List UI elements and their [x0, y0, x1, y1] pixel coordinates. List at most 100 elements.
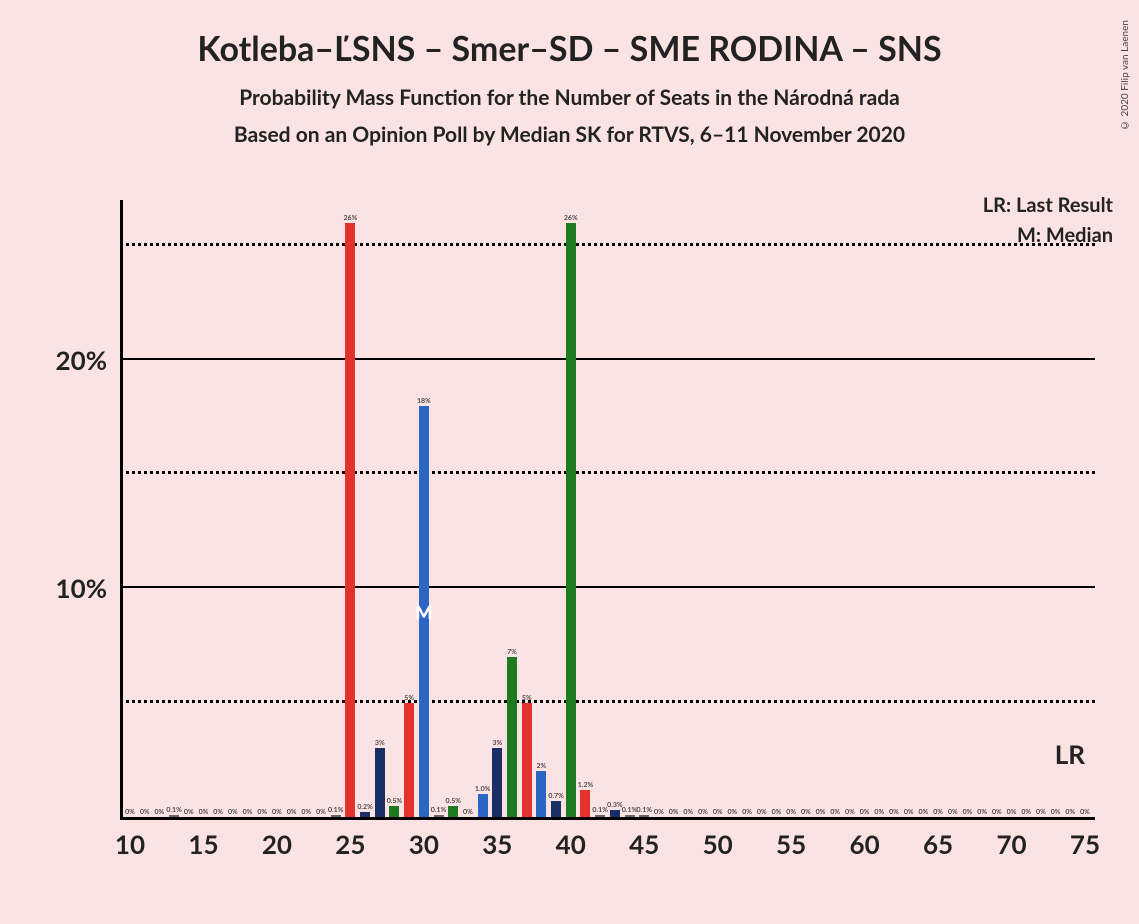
- bar: 2%: [536, 771, 546, 817]
- x-tick-label: 60: [850, 828, 880, 860]
- bar-value-label: 0%: [1065, 808, 1075, 817]
- x-tick-label: 25: [335, 828, 365, 860]
- bar-value-label: 0%: [801, 808, 811, 817]
- bar-value-label: 0%: [683, 808, 693, 817]
- bar: 0.5%: [389, 806, 399, 817]
- bar-value-label: 0%: [140, 808, 150, 817]
- bar-value-label: 0%: [698, 808, 708, 817]
- bar-value-label: 3%: [375, 739, 385, 748]
- bar-value-label: 0%: [860, 808, 870, 817]
- bar-value-label: 0.5%: [387, 797, 402, 806]
- bar-value-label: 0%: [919, 808, 929, 817]
- bar-value-label: 0%: [1007, 808, 1017, 817]
- bar-value-label: 0%: [125, 808, 135, 817]
- bar: 0.1%: [169, 815, 179, 817]
- x-tick-label: 30: [409, 828, 439, 860]
- bar-value-label: 0%: [301, 808, 311, 817]
- bar-value-label: 0%: [977, 808, 987, 817]
- bar: 0.7%: [551, 801, 561, 817]
- gridline-minor: [120, 471, 1095, 474]
- bar-value-label: 0.5%: [445, 797, 460, 806]
- bar-value-label: 0.7%: [548, 792, 563, 801]
- bar-value-label: 0%: [816, 808, 826, 817]
- bar: 18%: [419, 406, 429, 817]
- y-tick-label: 20%: [56, 344, 107, 376]
- bar-value-label: 0%: [933, 808, 943, 817]
- bar-value-label: 0%: [742, 808, 752, 817]
- bar-value-label: 0%: [1080, 808, 1090, 817]
- bar-value-label: 0%: [948, 808, 958, 817]
- bar-value-label: 0%: [992, 808, 1002, 817]
- bar-value-label: 0%: [257, 808, 267, 817]
- bar-value-label: 0%: [1036, 808, 1046, 817]
- chart-subtitle-2: Based on an Opinion Poll by Median SK fo…: [0, 122, 1139, 147]
- x-tick-label: 50: [703, 828, 733, 860]
- lr-axis-label: LR: [1055, 738, 1085, 770]
- bar: 0.2%: [360, 812, 370, 817]
- bar: 0.5%: [448, 806, 458, 817]
- bar-value-label: 0.1%: [431, 806, 446, 815]
- bar-value-label: 0%: [463, 808, 473, 817]
- bar-value-label: 1.0%: [475, 785, 490, 794]
- bar-value-label: 0%: [287, 808, 297, 817]
- bar-value-label: 0%: [874, 808, 884, 817]
- gridline-minor: [120, 700, 1095, 703]
- chart-plot-area: LR 10%20%0%0%0%0.1%0%0%0%0%0%0%0%0%0%0%0…: [120, 200, 1095, 820]
- bar-value-label: 0.1%: [636, 806, 651, 815]
- bar: 0.1%: [625, 815, 635, 817]
- copyright-text: © 2020 Filip van Laenen: [1119, 20, 1131, 131]
- bar-value-label: 26%: [343, 214, 357, 223]
- bar-value-label: 3%: [492, 739, 502, 748]
- bar-value-label: 0.1%: [166, 806, 181, 815]
- bar-value-label: 0%: [889, 808, 899, 817]
- bar-value-label: 26%: [564, 214, 578, 223]
- bar-value-label: 0%: [728, 808, 738, 817]
- bar: 0.1%: [434, 815, 444, 817]
- bar-value-label: 0%: [1051, 808, 1061, 817]
- bar-value-label: 2%: [537, 762, 547, 771]
- bar-value-label: 0%: [213, 808, 223, 817]
- bar: 1.0%: [478, 794, 488, 817]
- bar-value-label: 0%: [963, 808, 973, 817]
- bar-value-label: 18%: [417, 397, 431, 406]
- bar-value-label: 0.1%: [592, 806, 607, 815]
- x-axis-labels: 1015202530354045505560657075: [120, 828, 1095, 868]
- x-tick-label: 35: [482, 828, 512, 860]
- bar-value-label: 0%: [316, 808, 326, 817]
- bar-value-label: 0%: [830, 808, 840, 817]
- bar: 7%: [507, 657, 517, 817]
- bar-value-label: 0%: [669, 808, 679, 817]
- bar: 26%: [566, 223, 576, 817]
- x-tick-label: 15: [188, 828, 218, 860]
- bar: 3%: [492, 748, 502, 817]
- bar-value-label: 0%: [845, 808, 855, 817]
- y-tick-label: 10%: [56, 572, 107, 604]
- bar-value-label: 1.2%: [578, 781, 593, 790]
- x-tick-label: 65: [923, 828, 953, 860]
- bar-value-label: 0%: [155, 808, 165, 817]
- gridline-minor: [120, 243, 1095, 246]
- bar-value-label: 0%: [184, 808, 194, 817]
- bar-value-label: 0%: [713, 808, 723, 817]
- bar: 5%: [404, 703, 414, 817]
- bar-value-label: 0%: [272, 808, 282, 817]
- bar-value-label: 0.3%: [607, 801, 622, 810]
- gridline-major: [120, 358, 1095, 360]
- bar-value-label: 0%: [772, 808, 782, 817]
- chart-subtitle-1: Probability Mass Function for the Number…: [0, 85, 1139, 110]
- x-tick-label: 40: [556, 828, 586, 860]
- bar: 26%: [345, 223, 355, 817]
- bar: 0.1%: [331, 815, 341, 817]
- bar-value-label: 0%: [1021, 808, 1031, 817]
- x-tick-label: 70: [996, 828, 1026, 860]
- bar-value-label: 0%: [786, 808, 796, 817]
- bar: 0.3%: [610, 810, 620, 817]
- bar-value-label: 0.1%: [622, 806, 637, 815]
- bar: 5%: [522, 703, 532, 817]
- bar-value-label: 7%: [507, 648, 517, 657]
- x-axis: [120, 817, 1095, 820]
- bar-value-label: 5%: [522, 694, 532, 703]
- bar: 1.2%: [580, 790, 590, 817]
- x-tick-label: 20: [262, 828, 292, 860]
- x-tick-label: 10: [115, 828, 145, 860]
